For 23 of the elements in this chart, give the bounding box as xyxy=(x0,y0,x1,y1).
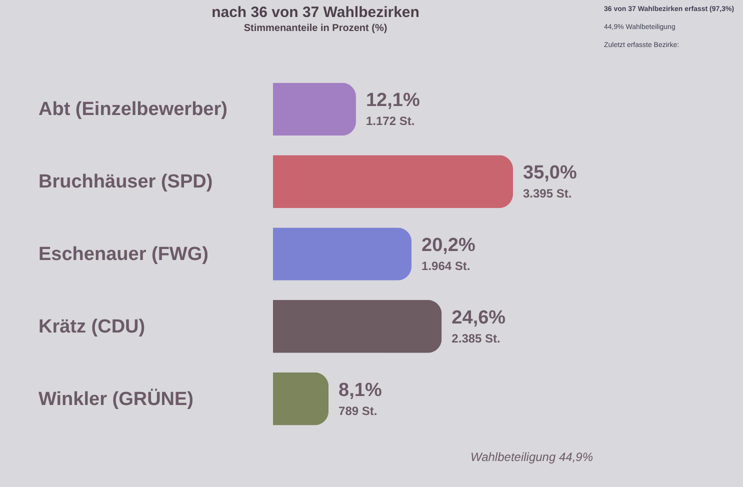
y-tick-label: Krätz (CDU) xyxy=(38,316,146,338)
annotation: 789 St. xyxy=(338,404,378,418)
annotation: 1.964 St. xyxy=(422,259,470,273)
y-tick-label: Bruchhäuser (SPD) xyxy=(38,172,213,193)
data-label: 20,2% xyxy=(422,235,476,256)
annotation: 1.172 St. xyxy=(366,114,415,128)
bar xyxy=(273,82,356,136)
bar xyxy=(273,155,513,208)
data-label: 12,1% xyxy=(366,90,420,112)
data-label: 35,0% xyxy=(523,162,577,184)
annotation: 3.395 St. xyxy=(523,186,572,201)
chart-subtitle: Stimmenanteile in Prozent (%) xyxy=(244,23,388,34)
y-tick-label: Abt (Einzelbewerber) xyxy=(38,99,228,120)
bar xyxy=(273,372,329,426)
bar xyxy=(273,300,442,353)
text: Wahlbeteiligung 44,9% xyxy=(470,450,594,464)
annotation: 2.385 St. xyxy=(452,331,500,346)
data-label: 8,1% xyxy=(338,380,382,401)
chart-title: nach 36 von 37 Wahlbezirken xyxy=(212,4,420,21)
y-tick-label: Winkler (GRÜNE) xyxy=(38,388,194,410)
bar xyxy=(273,228,412,280)
data-label: 24,6% xyxy=(452,307,506,328)
y-tick-label: Eschenauer (FWG) xyxy=(38,244,208,265)
